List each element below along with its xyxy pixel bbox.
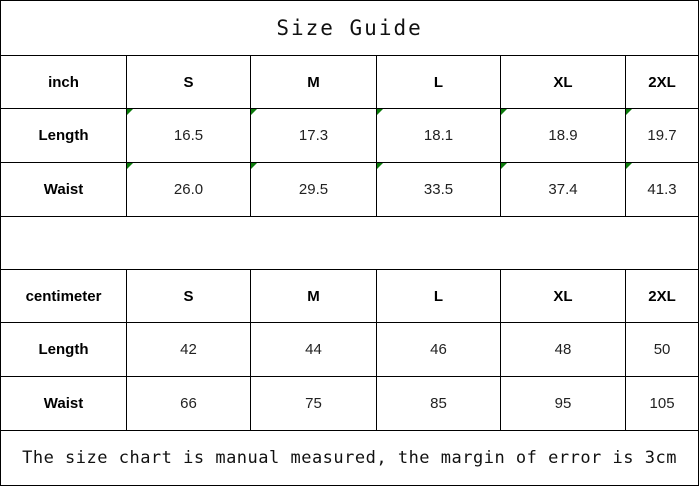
centimeter-length-2xl: 50 [624,322,700,377]
cell-value: 33.5 [423,181,454,198]
error-flag-icon [626,163,632,169]
centimeter-length-s: 42 [126,322,251,377]
inch-header-row: inch S M L XL 2XL [0,55,700,109]
inch-size-header-l: L [376,55,501,109]
inch-size-header-xl: XL [500,55,626,109]
error-flag-icon [501,109,507,115]
title-row: Size Guide [0,0,700,56]
cell-value: 37.4 [548,181,578,198]
inch-waist-l: 33.5 [376,162,501,217]
inch-length-m: 17.3 [250,108,377,163]
error-flag-icon [377,109,383,115]
centimeter-size-header-xl: XL [500,269,626,323]
error-flag-icon [377,163,383,169]
cell-value: 29.5 [298,181,329,198]
centimeter-header-row: centimeter S M L XL 2XL [0,269,700,323]
cell-value: 18.9 [548,127,578,144]
centimeter-size-header-l: L [376,269,501,323]
spacer-row [0,216,700,270]
inch-waist-s: 26.0 [126,162,251,217]
inch-waist-m: 29.5 [250,162,377,217]
inch-length-l: 18.1 [376,108,501,163]
measurement-note: The size chart is manual measured, the m… [0,430,700,486]
note-row: The size chart is manual measured, the m… [0,430,700,486]
error-flag-icon [127,163,133,169]
centimeter-size-header-s: S [126,269,251,323]
centimeter-waist-l: 85 [376,376,501,431]
error-flag-icon [251,109,257,115]
inch-size-header-m: M [250,55,377,109]
cell-value: 19.7 [647,127,677,144]
centimeter-length-label: Length [0,322,127,377]
page-title: Size Guide [0,0,700,56]
centimeter-size-header-2xl: 2XL [624,269,700,323]
inch-size-header-2xl: 2XL [624,55,700,109]
inch-length-label: Length [0,108,127,163]
table-row: Length 42 44 46 48 50 [0,322,700,377]
centimeter-length-xl: 48 [500,322,626,377]
centimeter-waist-s: 66 [126,376,251,431]
table-row: Waist 66 75 85 95 105 [0,376,700,431]
centimeter-waist-m: 75 [250,376,377,431]
error-flag-icon [251,163,257,169]
cell-value: 17.3 [298,127,329,144]
inch-length-2xl: 19.7 [624,108,700,163]
cell-value: 41.3 [647,181,677,198]
spacer-cell [0,216,700,270]
centimeter-waist-label: Waist [0,376,127,431]
error-flag-icon [626,109,632,115]
inch-waist-2xl: 41.3 [624,162,700,217]
cell-value: 18.1 [423,127,454,144]
cell-value: 16.5 [173,127,204,144]
centimeter-length-m: 44 [250,322,377,377]
centimeter-unit-label: centimeter [0,269,127,323]
centimeter-length-l: 46 [376,322,501,377]
table-row: Length 16.5 17.3 18.1 18.9 [0,108,700,163]
centimeter-waist-xl: 95 [500,376,626,431]
inch-unit-label: inch [0,55,127,109]
inch-waist-label: Waist [0,162,127,217]
inch-size-header-s: S [126,55,251,109]
inch-waist-xl: 37.4 [500,162,626,217]
cell-value: 26.0 [173,181,204,198]
inch-length-s: 16.5 [126,108,251,163]
error-flag-icon [501,163,507,169]
table-row: Waist 26.0 29.5 33.5 37.4 [0,162,700,217]
centimeter-size-header-m: M [250,269,377,323]
inch-length-xl: 18.9 [500,108,626,163]
error-flag-icon [127,109,133,115]
centimeter-waist-2xl: 105 [624,376,700,431]
